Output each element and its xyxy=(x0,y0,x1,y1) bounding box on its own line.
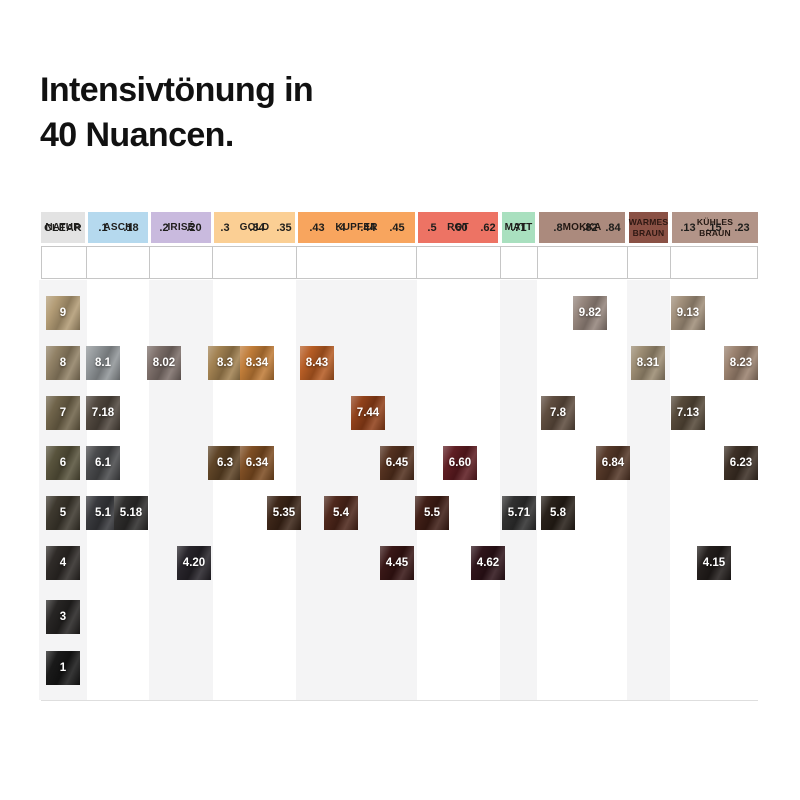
shade-swatch-1: 1 xyxy=(46,651,80,685)
family-header-word: KÜHLES xyxy=(696,217,734,228)
clear-row-divider xyxy=(149,246,150,279)
clear-shade-kupfer-45: .45 xyxy=(389,221,405,234)
clear-shade-gold-35: .35 xyxy=(276,221,292,234)
clear-shade-asch-1: .1 xyxy=(98,221,108,234)
clear-shade-kupfer-4: .4 xyxy=(336,221,346,234)
clear-shade-rot-62: .62 xyxy=(480,221,496,234)
shade-swatch-6-1: 6.1 xyxy=(86,446,120,480)
page-title: Intensivtönung in 40 Nuancen. xyxy=(40,68,314,158)
clear-row-divider xyxy=(627,246,628,279)
shade-swatch-9-13: 9.13 xyxy=(671,296,705,330)
clear-shade-iris--2: .2 xyxy=(159,221,169,234)
shade-swatch-7: 7 xyxy=(46,396,80,430)
shade-swatch-6-34: 6.34 xyxy=(240,446,274,480)
clear-shade-mokka-84: .84 xyxy=(605,221,621,234)
shade-swatch-7-8: 7.8 xyxy=(541,396,575,430)
shade-swatch-5: 5 xyxy=(46,496,80,530)
shade-swatch-7-44: 7.44 xyxy=(351,396,385,430)
shade-swatch-9-82: 9.82 xyxy=(573,296,607,330)
clear-row-divider xyxy=(500,246,501,279)
clear-shade-mokka-82: .82 xyxy=(582,221,598,234)
shade-swatch-7-18: 7.18 xyxy=(86,396,120,430)
family-header-kupfer: KUPFER xyxy=(298,212,415,243)
family-header-word: WARMES xyxy=(628,217,669,228)
clear-shade-mokka-8: .8 xyxy=(553,221,563,234)
clear-row-divider xyxy=(212,246,213,279)
family-header-warmes-braun: WARMES BRAUN xyxy=(629,212,668,243)
clear-shade-kupfer-43: .43 xyxy=(309,221,325,234)
clear-row-divider xyxy=(296,246,297,279)
shade-swatch-8-31: 8.31 xyxy=(631,346,665,380)
shade-swatch-7-13: 7.13 xyxy=(671,396,705,430)
shade-swatch-8-1: 8.1 xyxy=(86,346,120,380)
clear-row-divider xyxy=(537,246,538,279)
family-header-rot: ROT xyxy=(418,212,498,243)
shade-swatch-8: 8 xyxy=(46,346,80,380)
clear-shade-k-hles-braun-15: .15 xyxy=(706,221,722,234)
clear-shade-matt-71: .71 xyxy=(511,221,527,234)
shade-swatch-4: 4 xyxy=(46,546,80,580)
column-stripe-iris- xyxy=(149,280,213,700)
shade-swatch-8-3: 8.3 xyxy=(208,346,242,380)
clear-row-divider xyxy=(670,246,671,279)
clear-row-divider xyxy=(86,246,87,279)
clear-shade-asch-18: .18 xyxy=(123,221,139,234)
column-stripe-kupfer xyxy=(296,280,417,700)
column-stripe-warmes-braun xyxy=(627,280,670,700)
shade-swatch-6-23: 6.23 xyxy=(724,446,758,480)
clear-shade-rot-60: .60 xyxy=(452,221,468,234)
clear-shade-rot-5: .5 xyxy=(427,221,437,234)
shade-swatch-4-20: 4.20 xyxy=(177,546,211,580)
shade-swatch-6-84: 6.84 xyxy=(596,446,630,480)
shade-swatch-4-62: 4.62 xyxy=(471,546,505,580)
clear-shade-gold-34: .34 xyxy=(249,221,265,234)
shade-swatch-8-23: 8.23 xyxy=(724,346,758,380)
column-stripe-natur xyxy=(39,280,87,700)
family-header-matt: MATT xyxy=(502,212,535,243)
shade-swatch-6-60: 6.60 xyxy=(443,446,477,480)
table-bottom-line xyxy=(41,700,758,701)
family-header-gold: GOLD xyxy=(214,212,295,243)
shade-swatch-6: 6 xyxy=(46,446,80,480)
clear-row xyxy=(41,246,758,279)
shade-swatch-8-43: 8.43 xyxy=(300,346,334,380)
shade-swatch-3: 3 xyxy=(46,600,80,634)
shade-swatch-8-34: 8.34 xyxy=(240,346,274,380)
shade-table: NATUR ASCH .1 .18 IRISÉ .2 .20 GOLD .3 .34 .35 KUPF… xyxy=(39,212,758,702)
clear-row-divider xyxy=(416,246,417,279)
page-title-line1: Intensivtönung in xyxy=(40,71,314,109)
shade-swatch-5-71: 5.71 xyxy=(502,496,536,530)
clear-shade-k-hles-braun-13: .13 xyxy=(680,221,696,234)
family-header-word: BRAUN xyxy=(699,227,731,238)
page-title-line2: 40 Nuancen. xyxy=(40,115,234,154)
clear-shade-iris--20: .20 xyxy=(186,221,202,234)
clear-label: CLEAR xyxy=(44,221,82,234)
column-stripe-matt xyxy=(500,280,537,700)
shade-swatch-5-18: 5.18 xyxy=(114,496,148,530)
shade-swatch-5-4: 5.4 xyxy=(324,496,358,530)
family-header-mokka: MOKKA xyxy=(539,212,625,243)
shade-swatch-5-35: 5.35 xyxy=(267,496,301,530)
shade-swatch-8-02: 8.02 xyxy=(147,346,181,380)
shade-swatch-9: 9 xyxy=(46,296,80,330)
family-header-word: BRAUN xyxy=(632,227,665,238)
clear-shade-k-hles-braun-23: .23 xyxy=(734,221,750,234)
shade-swatch-5-8: 5.8 xyxy=(541,496,575,530)
shade-swatch-4-15: 4.15 xyxy=(697,546,731,580)
clear-shade-gold-3: .3 xyxy=(220,221,230,234)
clear-shade-kupfer-44: .44 xyxy=(360,221,376,234)
family-header-k-hles-braun: KÜHLES BRAUN xyxy=(672,212,758,243)
shade-swatch-4-45: 4.45 xyxy=(380,546,414,580)
shade-swatch-6-3: 6.3 xyxy=(208,446,242,480)
family-header-natur: NATUR xyxy=(41,212,85,243)
shade-swatch-5-5: 5.5 xyxy=(415,496,449,530)
shade-swatch-6-45: 6.45 xyxy=(380,446,414,480)
family-header-iris-: IRISÉ xyxy=(151,212,211,243)
family-header-asch: ASCH xyxy=(88,212,148,243)
